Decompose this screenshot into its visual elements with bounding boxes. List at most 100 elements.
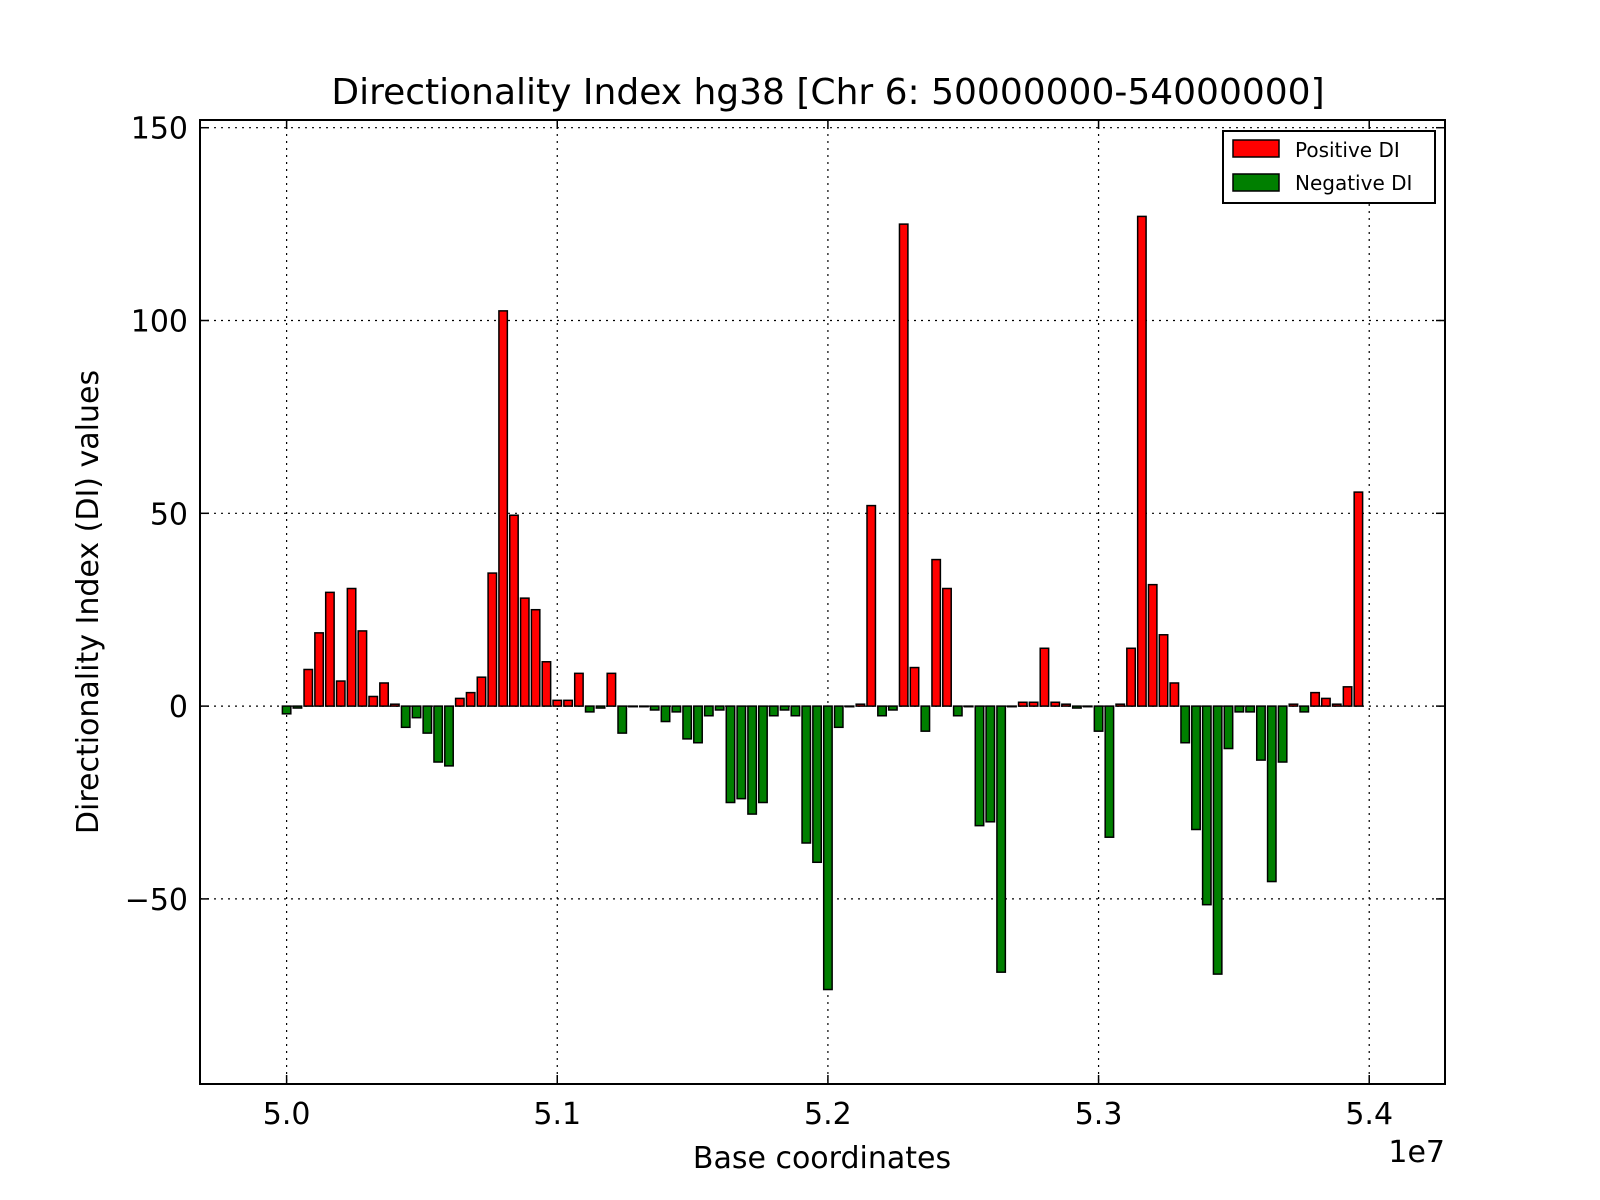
negative-di-bar (584, 705, 595, 713)
negative-di-bar (952, 705, 963, 717)
negative-di-bar (411, 705, 422, 719)
negative-di-bar (1234, 705, 1245, 713)
negative-di-bar (1255, 705, 1266, 761)
y-tick-label: 0 (169, 690, 188, 725)
x-tick-label: 5.1 (533, 1097, 581, 1132)
negative-di-bar (747, 705, 758, 815)
positive-di-bar (866, 504, 877, 707)
positive-di-bar (1147, 583, 1158, 707)
positive-di-bar (368, 695, 379, 707)
negative-di-bar (1201, 705, 1212, 906)
negative-di-bar (682, 705, 693, 740)
positive-di-bar (573, 672, 584, 707)
positive-di-bar (303, 668, 314, 707)
y-tick-label: 50 (150, 497, 188, 532)
positive-di-bar (1320, 697, 1331, 707)
positive-di-bar (379, 682, 390, 707)
positive-di-bar (541, 661, 552, 707)
positive-di-bar (487, 572, 498, 707)
negative-di-bar (822, 705, 833, 991)
positive-di-bar (508, 514, 519, 707)
negative-di-bar (1277, 705, 1288, 763)
negative-di-bar (1299, 705, 1310, 713)
positive-di-bar (1310, 691, 1321, 707)
positive-di-bar (909, 666, 920, 707)
chart-title: Directionality Index hg38 [Chr 6: 500000… (331, 72, 1324, 113)
x-tick-label: 5.2 (804, 1097, 852, 1132)
x-tick-label: 5.0 (263, 1097, 311, 1132)
positive-di-bar (335, 680, 346, 707)
positive-di-bar (1158, 634, 1169, 707)
positive-di-bar (1006, 705, 1017, 708)
positive-di-bar (1061, 703, 1072, 707)
negative-di-bar (703, 705, 714, 717)
positive-di-bar (638, 705, 649, 708)
positive-di-bar (357, 630, 368, 707)
positive-di-bar (1126, 647, 1137, 707)
negative-di-bar (920, 705, 931, 732)
negative-di-bar (1212, 705, 1223, 975)
negative-di-bar (1104, 705, 1115, 838)
negative-di-bar (433, 705, 444, 763)
positive-di-bar (1169, 682, 1180, 707)
negative-di-bar (660, 705, 671, 723)
negative-di-bar (736, 705, 747, 800)
positive-di-bar (855, 703, 866, 707)
negative-di-bar (1071, 705, 1082, 709)
x-tick-label: 5.4 (1345, 1097, 1393, 1132)
negative-di-bar (693, 705, 703, 744)
negative-di-bar (790, 705, 801, 717)
positive-di-bar (389, 703, 400, 707)
positive-di-bar (1288, 703, 1299, 707)
positive-di-bar (324, 591, 335, 707)
y-axis-label: Directionality Index (DI) values (71, 370, 106, 834)
positive-di-bar (898, 223, 909, 707)
negative-di-bar (779, 705, 790, 711)
negative-di-bar (768, 705, 779, 717)
positive-di-bar (1331, 703, 1342, 707)
positive-di-bar (1028, 701, 1039, 707)
negative-di-bar (444, 705, 454, 767)
negative-di-bar (1266, 705, 1277, 883)
positive-di-bar (346, 587, 357, 707)
x-tick-label: 5.3 (1075, 1097, 1123, 1132)
positive-di-bar (530, 608, 541, 707)
positive-di-bar (931, 558, 942, 707)
positive-di-bar (1017, 701, 1028, 707)
legend-label-positive: Positive DI (1295, 138, 1400, 162)
y-tick-label: 100 (131, 305, 188, 340)
y-tick-label: −50 (125, 883, 188, 918)
negative-di-bar (996, 705, 1007, 973)
negative-di-bar (422, 705, 433, 734)
positive-di-bar (552, 699, 563, 707)
negative-di-bar (649, 705, 660, 711)
negative-di-bar (1245, 705, 1256, 713)
negative-di-bar (833, 705, 844, 729)
negative-di-bar (617, 705, 628, 734)
positive-di-bar (1342, 686, 1353, 707)
x-offset-label: 1e7 (1388, 1135, 1445, 1170)
x-axis-label: Base coordinates (693, 1141, 951, 1176)
negative-di-bar (974, 705, 985, 827)
positive-di-bar (519, 597, 530, 707)
positive-di-bar (498, 310, 509, 707)
positive-di-bar (1115, 703, 1126, 707)
negative-di-bar (1191, 705, 1201, 831)
negative-di-bar (801, 705, 812, 844)
negative-di-bar (671, 705, 682, 713)
negative-di-bar (812, 705, 823, 864)
positive-di-bar (1353, 491, 1364, 707)
positive-di-bar (454, 697, 465, 707)
negative-di-bar (985, 705, 996, 823)
ticks: 5.0 5.1 5.2 5.3 5.4 150 100 50 0 −50 (125, 112, 1445, 1132)
positive-di-bar (628, 705, 639, 708)
negative-di-bar (281, 705, 292, 715)
positive-di-bar (942, 587, 952, 707)
negative-di-bar (1093, 705, 1104, 732)
positive-di-bar (314, 632, 325, 707)
plot-area (199, 119, 1446, 1085)
legend: Positive DI Negative DI (1222, 130, 1436, 204)
legend-swatch-positive (1232, 139, 1280, 158)
positive-di-bar (606, 672, 617, 707)
